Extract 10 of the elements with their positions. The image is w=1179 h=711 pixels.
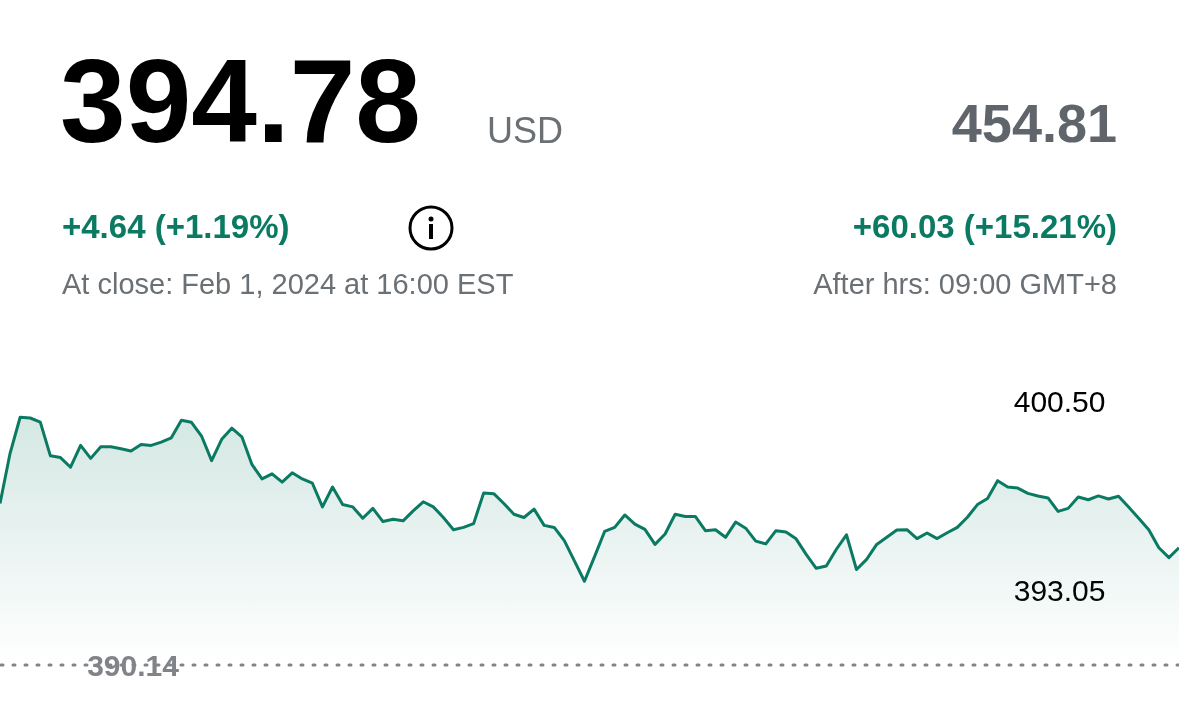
text: +60.03 (+15.21%): [852, 208, 1117, 246]
text: At close: Feb 1, 2024 at 16:00 EST: [62, 268, 514, 301]
text: After hrs: 09:00 GMT+8: [813, 268, 1117, 301]
ref-line-label: 390.14: [87, 649, 180, 682]
chart-title: 394.78: [60, 35, 421, 167]
text: +4.64 (+1.19%): [62, 208, 290, 246]
y-tick-label: 393.05: [1013, 573, 1106, 607]
text: USD: [487, 110, 564, 152]
y-tick-label: 400.50: [1013, 384, 1106, 418]
text: 454.81: [951, 92, 1117, 154]
